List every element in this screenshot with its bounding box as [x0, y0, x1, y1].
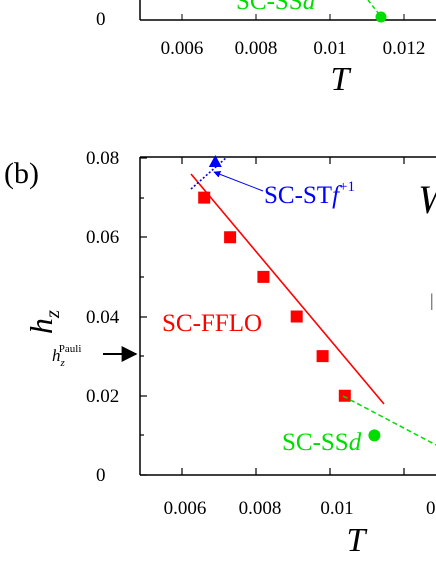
top-ssd-label: SC-SSd [236, 0, 316, 15]
b-y-tick-label-0: 0 [96, 465, 106, 486]
b-y-axis-label-sub: z [40, 310, 64, 319]
ssd-label-prefix: SC-SS [282, 429, 349, 456]
top-x-tick-label-3: 0.01 [313, 38, 346, 59]
top-x-axis-label: T [331, 61, 352, 98]
b-x-tick-label-3: 0.01 [320, 498, 353, 519]
b-y-tick-label-3: 0.06 [86, 227, 119, 248]
st-dotted-line [190, 156, 228, 190]
b-x-axis-label: T [347, 522, 368, 559]
top-ssd-dashed-line [367, 0, 383, 19]
pauli-label-sup: Pauli [59, 343, 82, 355]
b-y-ticks [140, 157, 147, 476]
panel-b-tag: (b) [4, 157, 39, 190]
pauli-label-sub: z [60, 357, 66, 369]
ffl-series [198, 191, 351, 402]
b-y-tick-label-1: 0.02 [86, 386, 119, 407]
panel-b: (b) 0 0.02 0.04 0.06 0.08 [4, 148, 436, 559]
ssd-dashed-line [342, 395, 436, 446]
st-pointer-arrow [213, 171, 264, 192]
b-x-ticks [181, 157, 405, 475]
triangle-point-1 [208, 154, 222, 167]
top-x-tick-label-2: 0.008 [235, 38, 278, 59]
b-y-tick-label-2: 0.04 [86, 307, 120, 328]
top-ssd-label-italic: d [303, 0, 316, 15]
circle-point-1 [368, 429, 381, 442]
square-point-6 [338, 389, 351, 402]
ssd-series [368, 429, 381, 442]
edge-glyph-bar: | [430, 290, 434, 310]
square-point-4 [290, 310, 303, 323]
edge-glyph-w: W [418, 177, 436, 222]
square-point-2 [224, 231, 237, 244]
top-x-tick-label-4: 0.012 [383, 38, 426, 59]
b-x-tick-label-2: 0.008 [239, 498, 282, 519]
st-label-italic: f [332, 182, 342, 209]
b-y-axis-label: hz [23, 310, 64, 334]
top-ssd-label-prefix: SC-SS [236, 0, 303, 15]
b-y-tick-label-4: 0.08 [86, 148, 119, 169]
top-x-tick-label-1: 0.006 [161, 38, 204, 59]
b-x-tick-label-1: 0.006 [164, 498, 207, 519]
square-point-5 [316, 350, 329, 363]
ssd-label: SC-SSd [282, 429, 362, 456]
ssd-label-italic: d [349, 429, 362, 456]
top-panel: 0 0.006 0.008 0.01 0.012 T SC-SSd [96, 0, 436, 98]
square-point-1 [198, 191, 211, 204]
top-ssd-point [375, 11, 387, 23]
pauli-label-main: h [52, 346, 61, 365]
st-label-sup: +1 [339, 179, 355, 195]
st-series [208, 154, 222, 167]
ffl-label: SC-FFLO [162, 310, 262, 337]
st-label-prefix: SC-ST [264, 182, 332, 209]
pauli-label: hz Pauli [52, 343, 81, 369]
b-y-axis-label-main: h [23, 318, 59, 334]
b-x-tick-label-4: 0 [426, 498, 436, 519]
ffl-line [190, 173, 385, 405]
top-y-tick-label: 0 [96, 9, 106, 30]
square-point-3 [257, 270, 270, 283]
st-label: SC-STf+1 [264, 179, 355, 209]
